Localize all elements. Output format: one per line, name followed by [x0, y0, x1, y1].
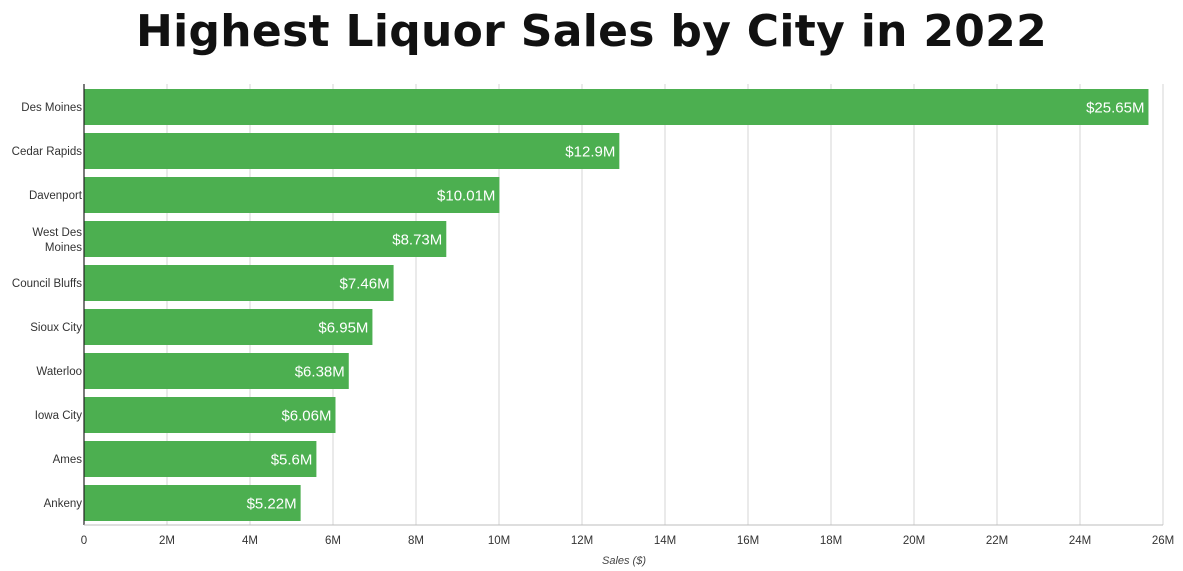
bar	[84, 485, 301, 521]
category-label: Council Bluffs	[12, 278, 82, 290]
bars: $25.65M $12.9M $10.01M $8.73M $7.46M $6.95M $6…	[84, 89, 1149, 521]
category-label: Davenport	[29, 190, 83, 202]
category-label: Sioux City	[30, 322, 82, 334]
bar	[84, 265, 394, 301]
data-label: $10.01M	[437, 188, 495, 205]
x-tick-label: 10M	[488, 535, 510, 547]
x-tick-label: 26M	[1152, 535, 1174, 547]
x-tick-label: 2M	[159, 535, 175, 547]
x-tick-label: 12M	[571, 535, 593, 547]
data-label: $8.73M	[392, 232, 442, 249]
data-label: $6.06M	[281, 408, 331, 425]
category-label: West Des Moines	[32, 227, 82, 254]
x-tick-label: 18M	[820, 535, 842, 547]
bar	[84, 441, 317, 477]
x-axis-title: Sales ($)	[602, 555, 646, 567]
bar	[84, 133, 620, 169]
data-label: $5.22M	[247, 496, 297, 513]
data-label: $6.95M	[318, 320, 368, 337]
x-tick-label: 0	[81, 535, 87, 547]
bar	[84, 177, 500, 213]
x-tick-label: 6M	[325, 535, 341, 547]
category-label: Waterloo	[36, 366, 82, 378]
category-label: Iowa City	[35, 410, 83, 422]
x-tick-label: 20M	[903, 535, 925, 547]
axes: 0 2M 4M 6M 8M 10M 12M 14M 16M 18M 20M 22M 24M 26M Des …	[12, 84, 1174, 547]
category-label: Ames	[53, 454, 83, 466]
x-tick-label: 8M	[408, 535, 424, 547]
bar	[84, 397, 336, 433]
bar	[84, 221, 447, 257]
data-label: $5.6M	[271, 452, 313, 469]
data-label: $12.9M	[565, 144, 615, 161]
data-label: $25.65M	[1086, 100, 1144, 117]
chart-title: Highest Liquor Sales by City in 2022	[136, 6, 1047, 57]
category-label: Cedar Rapids	[12, 146, 83, 158]
bar	[84, 353, 349, 389]
x-tick-label: 22M	[986, 535, 1008, 547]
bar	[84, 309, 373, 345]
category-label: Des Moines	[21, 102, 82, 114]
category-label: Ankeny	[44, 498, 83, 510]
bar	[84, 89, 1149, 125]
x-tick-label: 14M	[654, 535, 676, 547]
x-tick-label: 4M	[242, 535, 258, 547]
data-label: $7.46M	[340, 276, 390, 293]
x-tick-label: 24M	[1069, 535, 1091, 547]
data-label: $6.38M	[295, 364, 345, 381]
x-tick-label: 16M	[737, 535, 759, 547]
